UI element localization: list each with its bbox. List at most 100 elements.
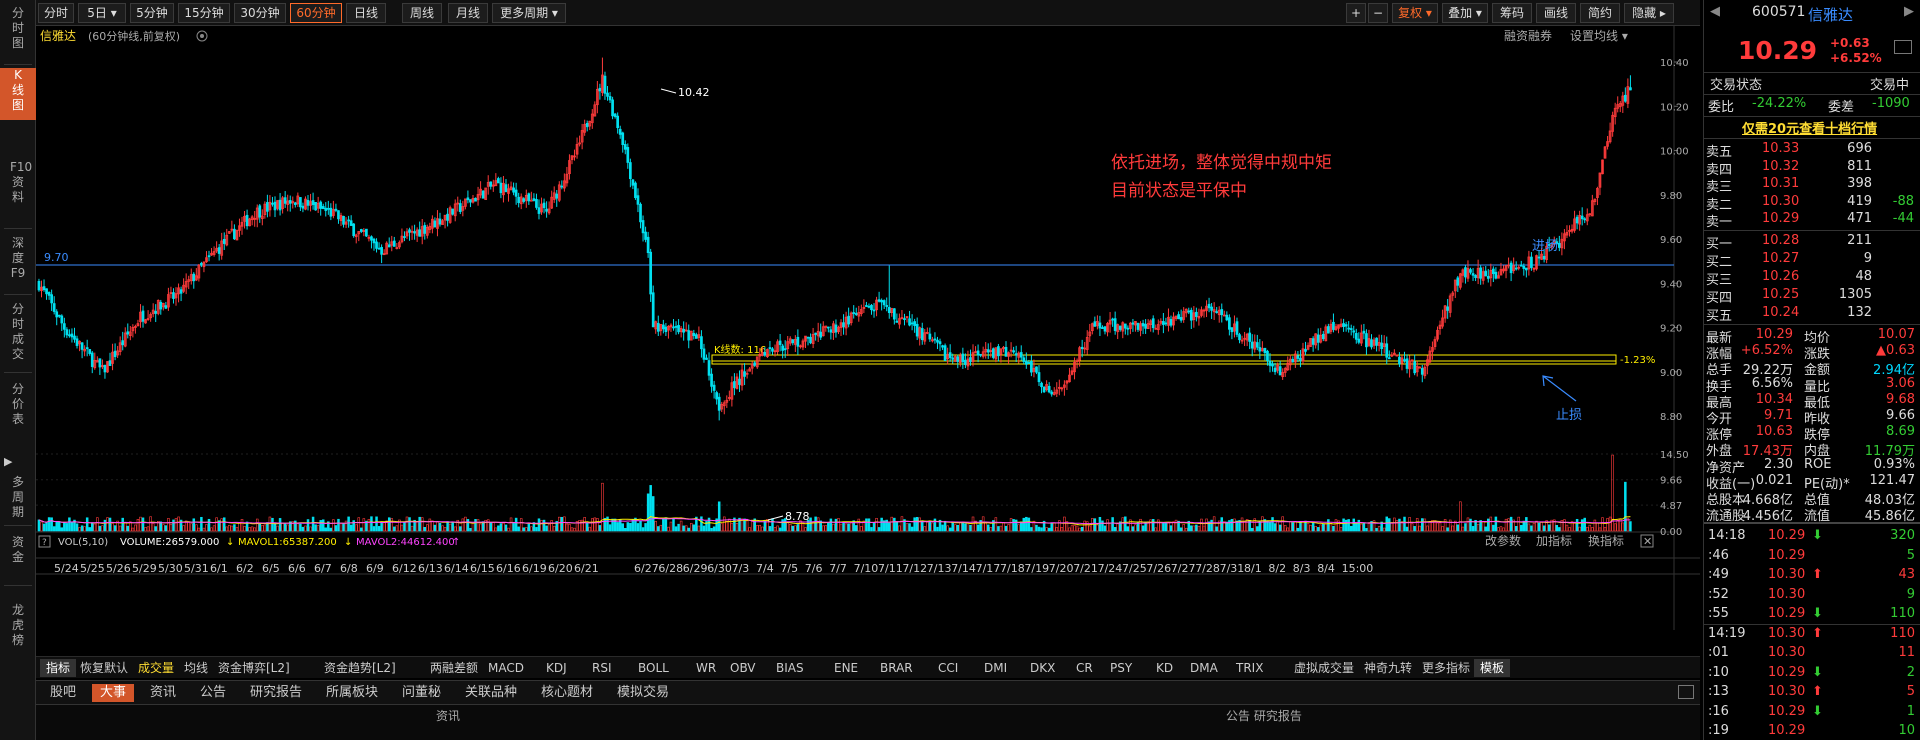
volume-bar — [1258, 521, 1262, 532]
indicator-tab[interactable]: 两融差额 — [430, 661, 479, 675]
indicator-tab[interactable]: 指标 — [40, 659, 77, 677]
candle-body — [991, 348, 995, 358]
indicator-tab[interactable]: 恢复默认 — [80, 661, 129, 675]
volume-bar — [207, 518, 211, 532]
indicator-tab[interactable]: OBV — [730, 661, 756, 675]
volume-bar — [52, 526, 56, 532]
indicator-tab[interactable]: 模板 — [1474, 659, 1511, 677]
hide-button[interactable]: 隐藏 ▸ — [1624, 3, 1674, 23]
indicator-tab[interactable]: DKX — [1030, 661, 1056, 675]
indicator-tab[interactable]: 成交量 — [138, 661, 175, 675]
indicator-tab[interactable]: 资金博弈[L2] — [218, 661, 290, 675]
draw-line-button[interactable]: 画线 — [1536, 3, 1576, 23]
nav-price-table[interactable]: 分价表 — [11, 382, 24, 426]
expand-chart-icon[interactable] — [1894, 40, 1912, 54]
volume-bar — [1388, 518, 1391, 532]
period-btn-timeshare[interactable]: 分时 — [38, 3, 74, 23]
candle-body — [809, 336, 812, 344]
nav-fund[interactable]: 资金 — [11, 535, 24, 564]
kline-chart[interactable]: 信雅达 (60分钟线,前复权) 融资融券 设置均线 ▾ 10.4010.2010… — [36, 26, 1700, 656]
volume-bar — [476, 519, 480, 532]
nav-timeshare[interactable]: 分时图 — [11, 6, 24, 50]
price-tick-label: 9.20 — [1660, 324, 1682, 335]
indicator-tab[interactable]: DMI — [984, 661, 1008, 675]
period-btn-daily[interactable]: 日线 — [346, 3, 386, 23]
indicator-tab[interactable]: BRAR — [880, 661, 913, 675]
period-btn-15min[interactable]: 15分钟 — [178, 3, 230, 23]
chips-button[interactable]: 筹码 — [1492, 3, 1532, 23]
overlay-button[interactable]: 叠加 ▾ — [1442, 3, 1488, 23]
bottom-tab[interactable]: 所属板块 — [326, 685, 379, 700]
ma-settings-link[interactable]: 设置均线 ▾ — [1570, 29, 1628, 43]
indicator-tab[interactable]: 虚拟成交量 — [1294, 661, 1355, 675]
candle-body — [329, 207, 333, 217]
margin-trading-link[interactable]: 融资融券 — [1504, 28, 1552, 43]
nav-f10[interactable]: F10资料 — [10, 160, 33, 204]
volume-bar — [459, 526, 462, 532]
period-btn-weekly[interactable]: 周线 — [402, 3, 442, 23]
nav-dragon-tiger[interactable]: 龙虎榜 — [11, 603, 24, 647]
period-btn-5day[interactable]: 5日 ▾ — [78, 3, 126, 23]
period-btn-60min[interactable]: 60分钟 — [290, 3, 342, 23]
zoom-in-button[interactable]: + — [1346, 3, 1366, 23]
indicator-tab[interactable]: CR — [1076, 661, 1093, 675]
volume-bar — [499, 523, 503, 532]
indicator-tab[interactable]: 更多指标 — [1422, 661, 1471, 675]
volume-bar — [217, 520, 221, 532]
indicator-tab[interactable]: MACD — [488, 661, 524, 675]
bottom-tab[interactable]: 研究报告 — [250, 685, 303, 700]
nav-tick-trades[interactable]: 分时成交 — [11, 302, 24, 361]
indicator-tab[interactable]: KD — [1156, 661, 1174, 675]
indicator-tab[interactable]: CCI — [938, 661, 959, 675]
period-btn-30min[interactable]: 30分钟 — [234, 3, 286, 23]
candle-body — [1212, 309, 1216, 313]
nav-depth[interactable]: 深度F9 — [10, 236, 26, 280]
help-icon[interactable] — [38, 535, 51, 548]
indicator-tab[interactable]: KDJ — [546, 661, 567, 675]
bottom-tab[interactable]: 资讯 — [150, 685, 177, 700]
indicator-tab[interactable]: 神奇九转 — [1364, 661, 1413, 675]
level2-promo-link[interactable]: 仅需20元查看十档行情 — [1742, 122, 1878, 137]
indicator-tab[interactable]: BOLL — [638, 661, 669, 675]
indicator-tab[interactable]: 资金趋势[L2] — [324, 661, 396, 675]
period-btn-more[interactable]: 更多周期 ▾ — [492, 3, 566, 23]
nav-kline[interactable]: K线图 — [0, 68, 36, 120]
bottom-tab[interactable]: 股吧 — [50, 685, 77, 700]
zoom-out-button[interactable]: − — [1368, 3, 1388, 23]
bottom-tab[interactable]: 公告 — [200, 685, 227, 700]
indicator-tab[interactable]: BIAS — [776, 661, 804, 675]
volume-bar — [1438, 522, 1442, 532]
add-indicator-link[interactable]: 加指标 — [1536, 533, 1572, 548]
period-btn-5min[interactable]: 5分钟 — [130, 3, 174, 23]
settings-gear-icon[interactable] — [196, 30, 208, 42]
bottom-tab[interactable]: 问董秘 — [402, 685, 442, 700]
indicator-tab[interactable]: RSI — [592, 661, 612, 675]
candle-body — [1156, 324, 1160, 331]
next-stock-icon[interactable]: ▶ — [1904, 4, 1914, 19]
expand-panel-icon[interactable] — [1678, 685, 1694, 699]
prev-stock-icon[interactable]: ◀ — [1710, 4, 1720, 19]
bottom-tab[interactable]: 关联品种 — [465, 685, 518, 700]
indicator-tab[interactable]: 均线 — [184, 661, 209, 675]
close-indicator-icon[interactable] — [1640, 534, 1654, 548]
period-btn-monthly[interactable]: 月线 — [448, 3, 488, 23]
indicator-tab[interactable]: ENE — [834, 661, 859, 675]
change-params-link[interactable]: 改参数 — [1485, 533, 1521, 548]
adjust-button[interactable]: 复权 ▾ — [1392, 3, 1438, 23]
candle-body — [771, 348, 774, 352]
volume-bar — [986, 524, 990, 532]
swap-indicator-link[interactable]: 换指标 — [1588, 533, 1624, 548]
candle-body — [1552, 239, 1556, 245]
indicator-tab[interactable]: TRIX — [1236, 661, 1264, 675]
nav-multi-period[interactable]: 多周期 — [11, 475, 24, 519]
indicator-tab[interactable]: DMA — [1190, 661, 1218, 675]
simple-button[interactable]: 简约 — [1580, 3, 1620, 23]
collapse-arrow-icon[interactable]: ▶ — [4, 455, 13, 468]
price-range-box[interactable] — [711, 354, 1617, 365]
bottom-tab[interactable]: 大事 — [92, 684, 135, 702]
bottom-tab[interactable]: 模拟交易 — [617, 685, 670, 700]
bottom-tab[interactable]: 核心题材 — [541, 685, 594, 700]
indicator-tab[interactable]: WR — [696, 661, 717, 675]
volume-bar — [1418, 525, 1421, 532]
indicator-tab[interactable]: PSY — [1110, 661, 1133, 675]
